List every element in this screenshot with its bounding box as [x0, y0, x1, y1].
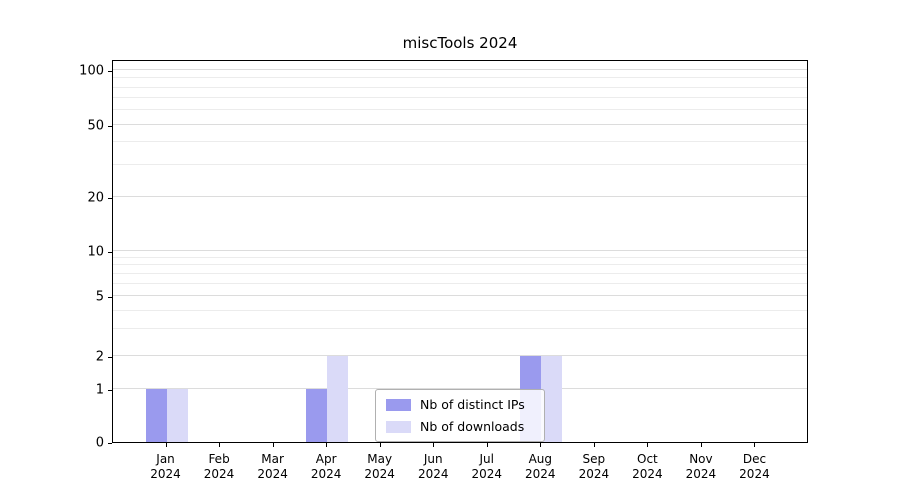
- gridline-major: [113, 195, 807, 197]
- x-tick-mark: [486, 443, 488, 447]
- y-tick-label: 2: [95, 349, 104, 365]
- gridline-minor: [113, 309, 807, 311]
- gridline-major: [113, 249, 807, 251]
- bar-distinct-ips: [145, 389, 167, 442]
- x-tick-label: Nov 2024: [685, 452, 717, 481]
- gridline-minor: [113, 77, 807, 79]
- y-tick-mark: [108, 390, 112, 392]
- y-tick-mark: [108, 197, 112, 199]
- gridline-minor: [113, 328, 807, 330]
- x-tick-label: Mar 2024: [257, 452, 288, 481]
- legend-entry: Nb of distinct IPs: [386, 397, 534, 412]
- x-tick-mark: [593, 443, 595, 447]
- y-tick-label: 50: [87, 118, 104, 134]
- x-tick-mark: [754, 443, 756, 447]
- x-tick-label: Apr 2024: [310, 452, 342, 481]
- y-tick-mark: [108, 356, 112, 358]
- x-tick-mark: [540, 443, 542, 447]
- x-tick-mark: [647, 443, 649, 447]
- x-tick-mark: [700, 443, 702, 447]
- gridline-major: [113, 388, 807, 390]
- y-tick-label: 5: [95, 289, 104, 305]
- gridline-minor: [113, 164, 807, 166]
- x-tick-label: May 2024: [364, 452, 395, 481]
- gridline-minor: [113, 86, 807, 88]
- gridline-minor: [113, 283, 807, 285]
- y-tick-mark: [108, 125, 112, 127]
- y-tick-label: 0: [95, 435, 104, 451]
- y-tick-label: 10: [87, 244, 104, 260]
- y-tick-mark: [108, 443, 112, 444]
- x-tick-mark: [165, 443, 167, 447]
- bar-downloads: [541, 355, 563, 442]
- x-tick-mark: [433, 443, 435, 447]
- plot-area: [112, 60, 808, 443]
- x-tick-label: Aug 2024: [525, 452, 556, 481]
- legend-label: Nb of downloads: [420, 419, 525, 434]
- y-tick-label: 100: [79, 63, 104, 79]
- gridline-minor: [113, 264, 807, 266]
- x-tick-label: Jul 2024: [471, 452, 503, 481]
- gridline-minor: [113, 97, 807, 99]
- legend-entry: Nb of downloads: [386, 419, 534, 434]
- x-tick-label: Jan 2024: [150, 452, 181, 481]
- y-tick-mark: [108, 297, 112, 299]
- gridline-minor: [113, 256, 807, 258]
- x-tick-label: Feb 2024: [203, 452, 235, 481]
- bar-distinct-ips: [306, 389, 328, 442]
- bar-downloads: [166, 389, 188, 442]
- gridline-major: [113, 69, 807, 71]
- gridline-major: [113, 123, 807, 125]
- chart-title: miscTools 2024: [402, 34, 518, 52]
- legend-label: Nb of distinct IPs: [420, 397, 525, 412]
- gridline-major: [113, 295, 807, 297]
- legend-swatch: [386, 420, 411, 433]
- x-tick-mark: [272, 443, 274, 447]
- x-tick-mark: [219, 443, 221, 447]
- x-tick-label: Sep 2024: [578, 452, 610, 481]
- x-tick-label: Oct 2024: [632, 452, 663, 481]
- x-tick-mark: [326, 443, 328, 447]
- gridline-major: [113, 354, 807, 356]
- gridline-minor: [113, 109, 807, 111]
- bar-downloads: [327, 355, 349, 442]
- x-tick-mark: [379, 443, 381, 447]
- y-tick-label: 20: [87, 190, 104, 206]
- y-tick-label: 1: [95, 382, 104, 398]
- gridline-minor: [113, 273, 807, 275]
- x-tick-label: Jun 2024: [417, 452, 449, 481]
- y-tick-mark: [108, 71, 112, 73]
- legend-swatch: [386, 398, 411, 411]
- gridline-minor: [113, 141, 807, 143]
- legend: Nb of distinct IPs Nb of downloads: [375, 389, 545, 442]
- x-tick-label: Dec 2024: [739, 452, 770, 481]
- y-tick-mark: [108, 251, 112, 253]
